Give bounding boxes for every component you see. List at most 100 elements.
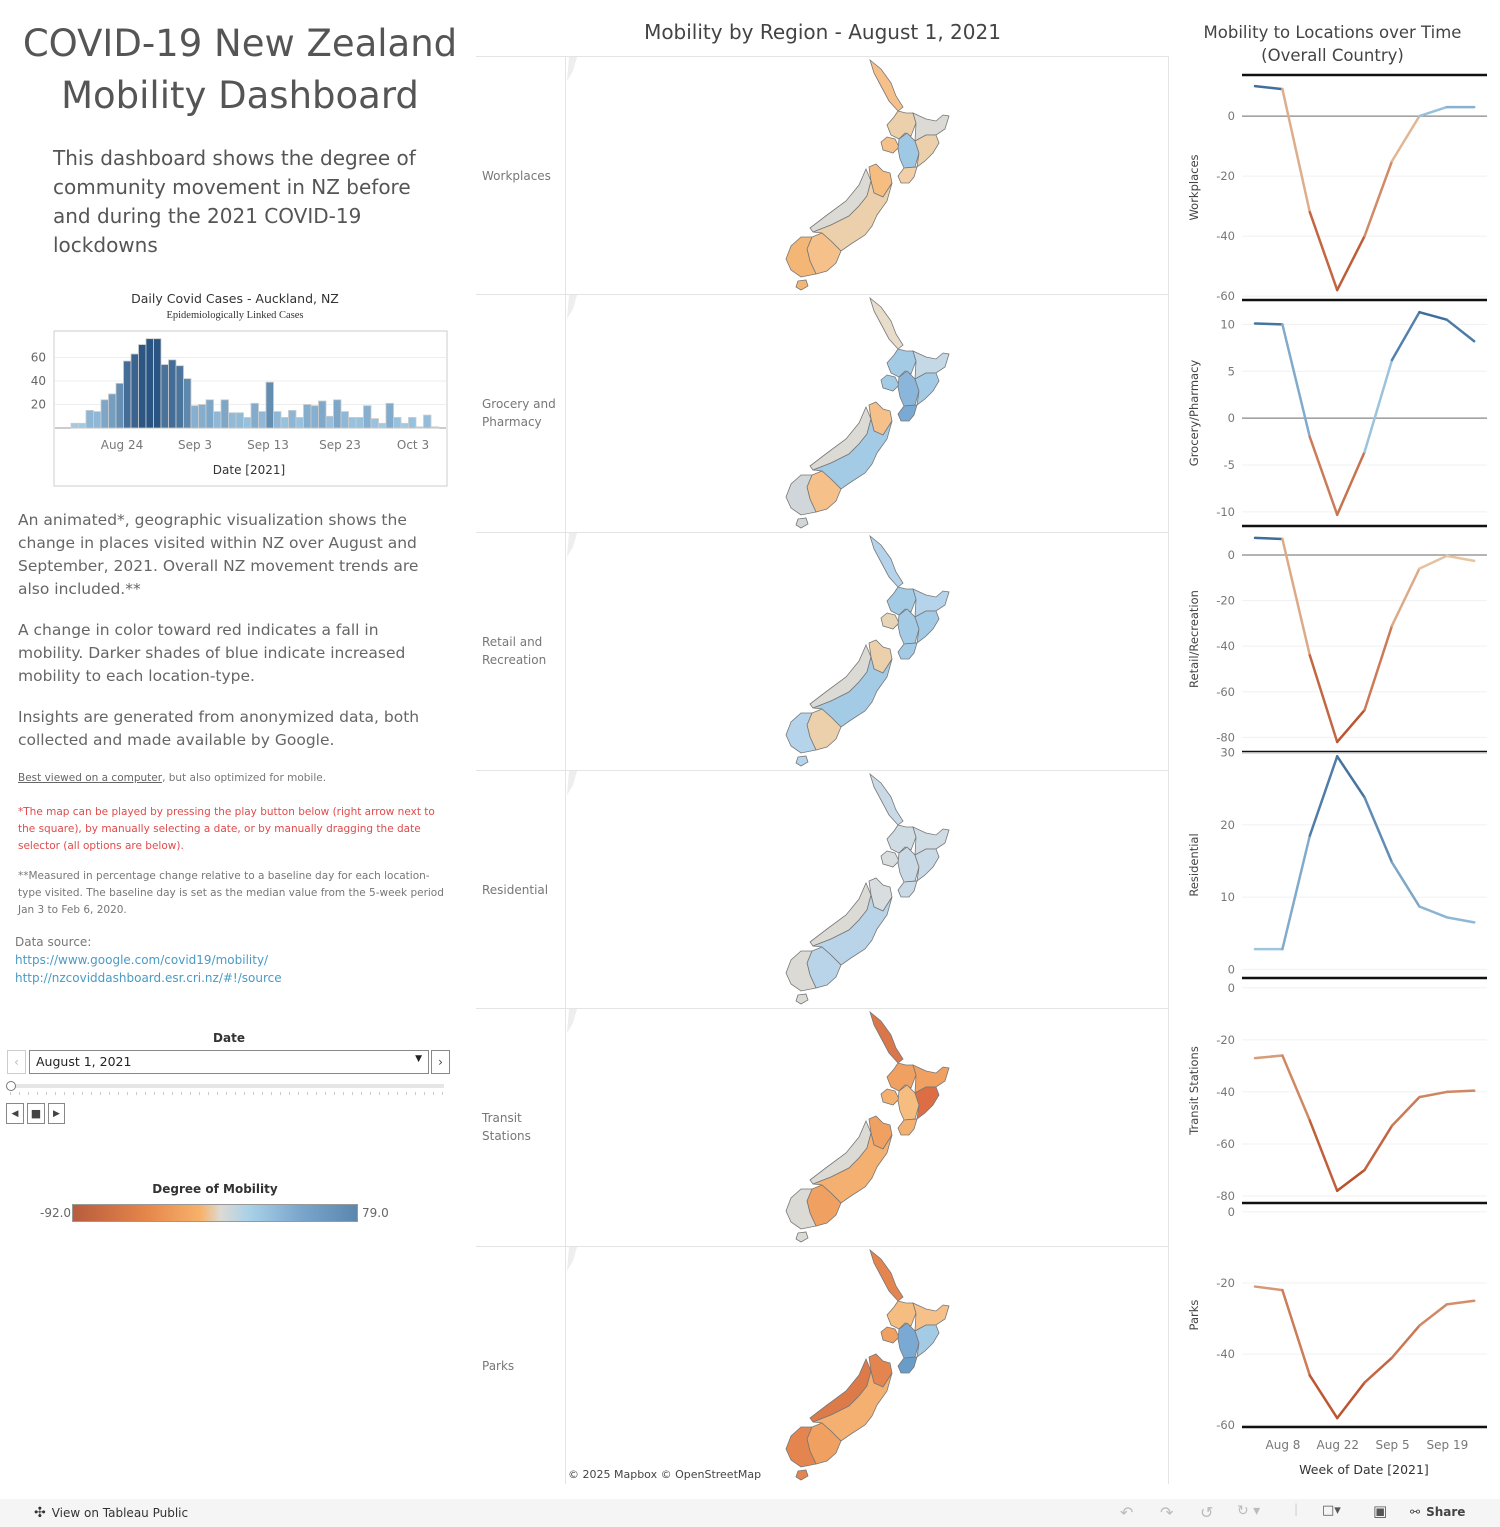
date-dropdown-value: August 1, 2021 xyxy=(36,1054,132,1069)
region-shape xyxy=(795,279,809,291)
series-segment xyxy=(1253,536,1284,541)
date-slider-track[interactable] xyxy=(10,1084,444,1088)
date-slider-handle[interactable] xyxy=(6,1081,16,1091)
region-shape xyxy=(785,712,817,754)
region-shape xyxy=(914,1086,940,1120)
series-segment xyxy=(1335,234,1366,292)
share-button[interactable]: ⚯ Share xyxy=(1410,1505,1465,1519)
previous-date-button[interactable]: ‹ xyxy=(7,1050,26,1074)
google-mobility-link[interactable]: https://www.google.com/covid19/mobility/ xyxy=(15,953,269,967)
download-icon[interactable]: □▾ xyxy=(1322,1503,1341,1518)
case-bar xyxy=(115,382,124,429)
region-shape xyxy=(880,374,900,392)
region-shape xyxy=(785,1188,817,1230)
series-segment xyxy=(1363,1124,1394,1172)
stop-button[interactable]: ■ xyxy=(27,1103,45,1124)
case-bar xyxy=(235,412,244,429)
y-tick-label: -40 xyxy=(1216,1347,1235,1361)
region-shape xyxy=(912,1302,950,1332)
series-segment xyxy=(1308,1119,1339,1193)
refresh-icon[interactable]: ↻ ▾ xyxy=(1237,1503,1261,1519)
play-backward-button[interactable]: ◀ xyxy=(6,1103,24,1124)
fullscreen-icon[interactable]: ▣ xyxy=(1373,1502,1388,1520)
intro-paragraph: An animated*, geographic visualization s… xyxy=(18,511,419,598)
case-bar xyxy=(243,417,252,429)
region-map[interactable] xyxy=(565,1009,1169,1246)
series-segment xyxy=(1281,1288,1312,1377)
region-shape xyxy=(869,1010,904,1064)
region-map[interactable] xyxy=(565,57,1169,294)
y-tick-label: 0 xyxy=(1228,411,1235,425)
redo-icon[interactable]: ↷ xyxy=(1160,1503,1174,1522)
toolbar-divider: | xyxy=(1294,1502,1299,1516)
region-shape xyxy=(812,179,893,252)
chevron-left-icon: ‹ xyxy=(14,1055,19,1069)
stop-icon: ■ xyxy=(30,1107,42,1120)
series-segment xyxy=(1363,159,1394,238)
region-shape xyxy=(912,588,950,618)
x-tick-label: Sep 5 xyxy=(1376,1438,1410,1452)
y-axis-title: Transit Stations xyxy=(1187,1046,1201,1136)
series-segment xyxy=(1418,554,1449,570)
region-shape xyxy=(880,612,900,630)
case-bar xyxy=(198,404,207,429)
play-forward-button[interactable]: ▶ xyxy=(48,1103,65,1124)
best-viewed-link[interactable]: Best viewed on a computer xyxy=(18,772,163,784)
region-map[interactable] xyxy=(565,295,1169,532)
series-segment xyxy=(1335,708,1366,744)
series-segment xyxy=(1418,905,1449,919)
series-segment xyxy=(1445,1299,1476,1306)
region-shape xyxy=(880,850,900,868)
y-tick-label: 0 xyxy=(1228,981,1235,995)
case-bar xyxy=(310,405,319,429)
series-segment xyxy=(1335,450,1366,516)
region-map[interactable] xyxy=(565,533,1169,770)
y-tick-label: -60 xyxy=(1216,289,1235,303)
x-tick-label: Sep 23 xyxy=(319,438,361,452)
region-shape xyxy=(886,348,917,378)
undo-icon[interactable]: ↶ xyxy=(1120,1503,1134,1522)
nz-map-svg xyxy=(567,533,950,767)
dashboard-subtitle: This dashboard shows the degree of commu… xyxy=(53,146,416,257)
dashboard-title: COVID-19 New Zealand Mobility Dashboard xyxy=(22,22,458,117)
series-segment xyxy=(1445,318,1476,343)
region-shape xyxy=(812,655,893,728)
y-tick-label: -40 xyxy=(1216,639,1235,653)
case-bar xyxy=(100,399,109,429)
series-segment xyxy=(1281,1054,1312,1122)
revert-icon[interactable]: ↺ xyxy=(1200,1503,1214,1522)
region-shape xyxy=(912,1064,950,1094)
date-dropdown[interactable]: August 1, 2021 ▼ xyxy=(29,1050,429,1074)
y-tick-label: -60 xyxy=(1216,685,1235,699)
region-shape xyxy=(869,772,904,826)
series-segment xyxy=(1445,554,1476,563)
y-axis-title: Retail/Recreation xyxy=(1187,590,1201,688)
series-segment xyxy=(1445,916,1476,924)
view-on-tableau-button[interactable]: ✣ View on Tableau Public xyxy=(34,1505,188,1521)
legend-max: 79.0 xyxy=(362,1206,389,1220)
series-segment xyxy=(1281,87,1312,214)
region-shape xyxy=(795,1469,809,1481)
case-bar xyxy=(123,360,132,429)
case-bar xyxy=(168,359,177,429)
plot-frame xyxy=(53,330,448,487)
case-bar xyxy=(303,404,312,429)
view-on-tableau-label: View on Tableau Public xyxy=(51,1506,189,1520)
case-bar xyxy=(408,417,417,429)
case-bar xyxy=(220,399,229,429)
case-bar xyxy=(160,364,169,429)
case-bar xyxy=(228,412,237,429)
region-shape xyxy=(912,112,950,142)
region-map[interactable] xyxy=(565,771,1169,1008)
case-bar xyxy=(318,400,327,429)
nz-map-svg xyxy=(567,1247,950,1481)
x-tick-label: Sep 19 xyxy=(1427,1438,1469,1452)
play-icon: ▶ xyxy=(53,1108,60,1119)
esr-dashboard-link[interactable]: http://nzcoviddashboard.esr.cri.nz/#!/so… xyxy=(15,971,282,985)
series-segment xyxy=(1418,1303,1449,1327)
region-map[interactable] xyxy=(565,1247,1169,1484)
next-date-button[interactable]: › xyxy=(431,1050,450,1074)
region-shape xyxy=(785,474,817,516)
case-bar xyxy=(280,417,289,429)
series-segment xyxy=(1390,1324,1421,1359)
